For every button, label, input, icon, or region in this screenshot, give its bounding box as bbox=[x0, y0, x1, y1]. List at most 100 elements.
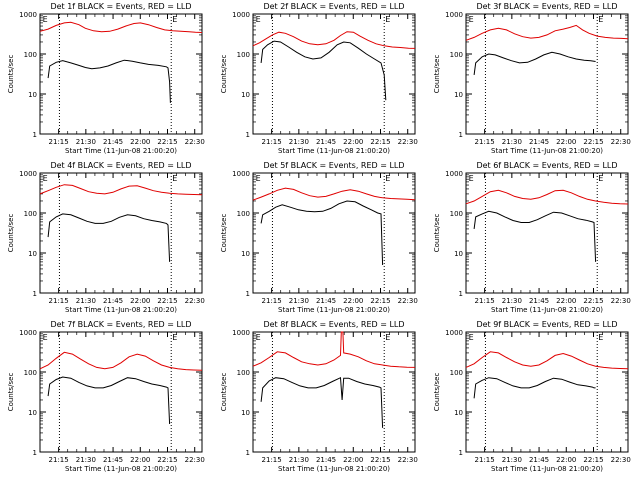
x-tick-label: 21:45 bbox=[529, 456, 549, 464]
y-axis-label: Counts/sec bbox=[220, 214, 228, 253]
y-tick-label: 100 bbox=[237, 51, 250, 59]
x-tick-label: 21:45 bbox=[529, 138, 549, 146]
x-axis-label: Start Time (11-Jun-08 21:00:20) bbox=[278, 306, 390, 314]
series-events bbox=[47, 376, 171, 425]
y-tick-label: 1000 bbox=[232, 329, 250, 337]
x-tick-label: 21:15 bbox=[49, 297, 69, 305]
x-tick-label: 22:15 bbox=[370, 297, 390, 305]
y-tick-label: 1 bbox=[33, 449, 37, 457]
x-tick-label: 21:45 bbox=[529, 297, 549, 305]
x-tick-label: 22:15 bbox=[157, 297, 177, 305]
x-tick-label: 22:15 bbox=[370, 456, 390, 464]
y-tick-label: 1 bbox=[246, 449, 250, 457]
y-tick-label: 10 bbox=[454, 91, 463, 99]
y-tick-label: 1000 bbox=[232, 170, 250, 178]
x-tick-label: 21:30 bbox=[502, 138, 522, 146]
plot-frame bbox=[252, 13, 416, 135]
chart-title: Det 4f BLACK = Events, RED = LLD bbox=[50, 161, 191, 170]
plot-frame bbox=[252, 331, 416, 453]
y-axis-label: Counts/sec bbox=[433, 55, 441, 94]
event-marker-label: E bbox=[469, 333, 474, 342]
series-lld bbox=[39, 21, 203, 33]
series-events bbox=[473, 377, 596, 399]
series-lld bbox=[252, 331, 416, 368]
chart-title: Det 3f BLACK = Events, RED = LLD bbox=[476, 2, 617, 11]
x-tick-label: 21:30 bbox=[76, 297, 96, 305]
x-axis-label: Start Time (11-Jun-08 21:00:20) bbox=[491, 306, 603, 314]
y-tick-label: 1 bbox=[459, 131, 463, 139]
y-tick-label: 1 bbox=[459, 290, 463, 298]
y-tick-label: 1 bbox=[33, 290, 37, 298]
x-tick-label: 21:30 bbox=[289, 297, 309, 305]
y-tick-label: 10 bbox=[454, 409, 463, 417]
y-tick-label: 1 bbox=[246, 290, 250, 298]
x-tick-label: 22:30 bbox=[398, 456, 418, 464]
x-tick-label: 22:30 bbox=[398, 297, 418, 305]
x-tick-label: 22:00 bbox=[556, 138, 576, 146]
y-tick-label: 100 bbox=[24, 210, 37, 218]
event-marker-label: E bbox=[172, 333, 177, 342]
x-tick-label: 21:15 bbox=[49, 456, 69, 464]
plot-frame bbox=[465, 172, 629, 294]
series-lld bbox=[39, 351, 203, 371]
y-tick-label: 10 bbox=[28, 250, 37, 258]
x-tick-label: 22:30 bbox=[185, 138, 205, 146]
y-tick-label: 100 bbox=[450, 51, 463, 59]
plot-frame bbox=[465, 13, 629, 135]
y-tick-label: 1000 bbox=[232, 11, 250, 19]
y-axis-label: Counts/sec bbox=[433, 214, 441, 253]
plot-frame bbox=[252, 172, 416, 294]
series-lld bbox=[465, 189, 629, 205]
x-tick-label: 22:15 bbox=[157, 456, 177, 464]
series-events bbox=[47, 213, 171, 262]
x-tick-label: 21:30 bbox=[502, 456, 522, 464]
series-lld bbox=[465, 351, 629, 370]
series-events bbox=[473, 51, 596, 75]
y-tick-label: 1 bbox=[459, 449, 463, 457]
y-axis-label: Counts/sec bbox=[7, 373, 15, 412]
series-events bbox=[260, 200, 384, 266]
series-lld bbox=[39, 184, 203, 196]
x-tick-label: 21:30 bbox=[76, 456, 96, 464]
chart-title: Det 5f BLACK = Events, RED = LLD bbox=[263, 161, 404, 170]
event-marker-label: E bbox=[172, 174, 177, 183]
y-tick-label: 1000 bbox=[445, 11, 463, 19]
y-tick-label: 10 bbox=[28, 91, 37, 99]
event-marker-label: E bbox=[598, 174, 603, 183]
x-tick-label: 22:15 bbox=[370, 138, 390, 146]
y-tick-label: 1 bbox=[33, 131, 37, 139]
x-axis-label: Start Time (11-Jun-08 21:00:20) bbox=[491, 147, 603, 155]
y-tick-label: 1000 bbox=[19, 11, 37, 19]
y-axis-label: Counts/sec bbox=[7, 55, 15, 94]
event-marker-label: E bbox=[43, 15, 48, 24]
x-tick-label: 22:30 bbox=[185, 297, 205, 305]
chart-title: Det 2f BLACK = Events, RED = LLD bbox=[263, 2, 404, 11]
y-tick-label: 10 bbox=[241, 409, 250, 417]
x-tick-label: 21:30 bbox=[502, 297, 522, 305]
y-tick-label: 1 bbox=[246, 131, 250, 139]
y-tick-label: 1000 bbox=[19, 329, 37, 337]
x-tick-label: 22:00 bbox=[130, 138, 150, 146]
x-tick-label: 22:15 bbox=[583, 138, 603, 146]
x-tick-label: 22:30 bbox=[611, 138, 631, 146]
x-tick-label: 21:15 bbox=[49, 138, 69, 146]
x-tick-label: 22:15 bbox=[157, 138, 177, 146]
x-tick-label: 21:15 bbox=[475, 456, 495, 464]
x-tick-label: 21:30 bbox=[289, 138, 309, 146]
y-tick-label: 1000 bbox=[445, 329, 463, 337]
x-tick-label: 21:45 bbox=[103, 456, 123, 464]
series-lld bbox=[465, 24, 629, 41]
x-tick-label: 21:30 bbox=[289, 456, 309, 464]
x-tick-label: 22:00 bbox=[343, 297, 363, 305]
y-axis-label: Counts/sec bbox=[220, 55, 228, 94]
x-tick-label: 22:30 bbox=[398, 138, 418, 146]
chart-title: Det 8f BLACK = Events, RED = LLD bbox=[263, 320, 404, 329]
y-tick-label: 1000 bbox=[19, 170, 37, 178]
event-marker-label: E bbox=[598, 333, 603, 342]
